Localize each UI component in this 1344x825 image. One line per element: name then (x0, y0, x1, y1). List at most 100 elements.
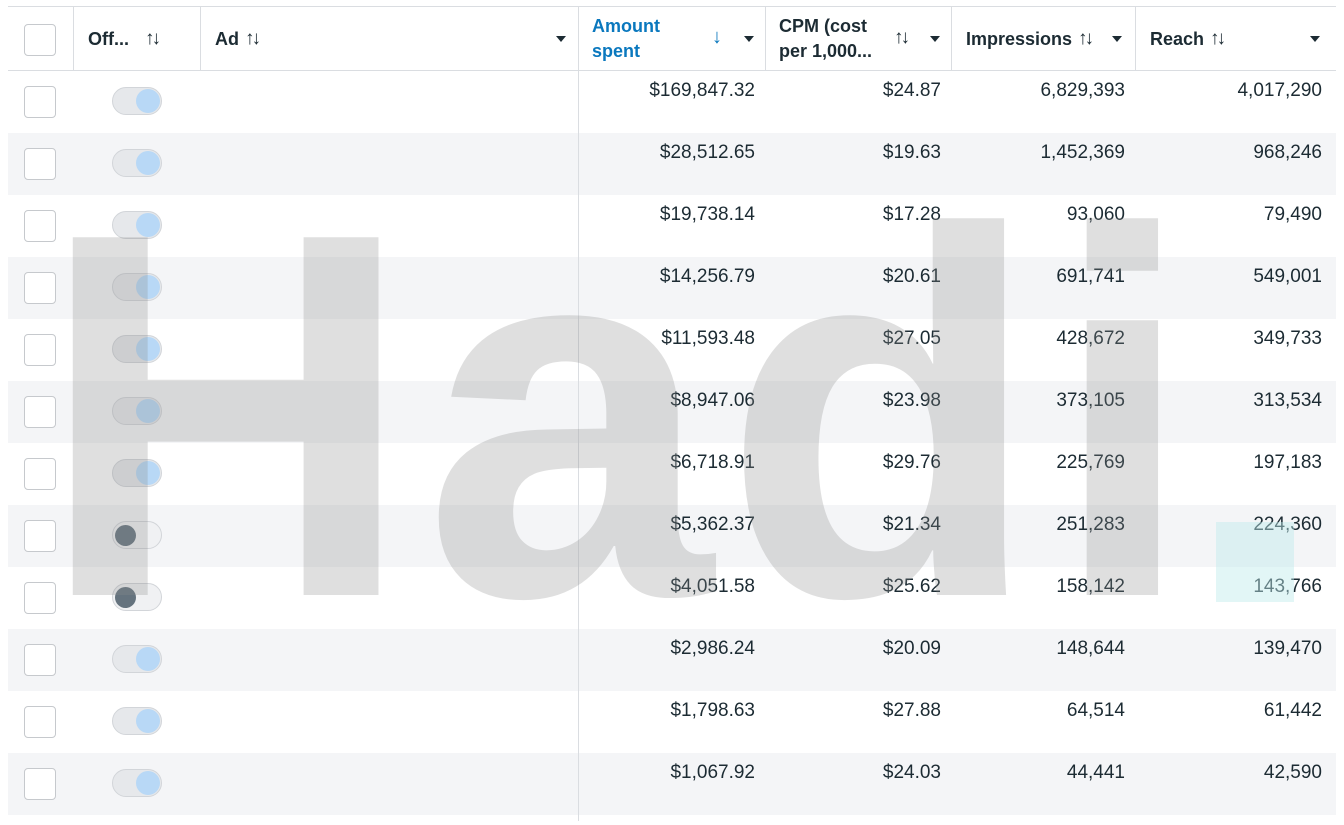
toggle-knob (136, 647, 160, 671)
amount-spent-cell: $169,847.32 (649, 80, 755, 101)
status-toggle[interactable] (112, 645, 162, 673)
sort-arrows-icon[interactable]: ↑↓ (245, 28, 261, 49)
cpm-cell: $29.76 (882, 452, 941, 473)
status-toggle[interactable] (112, 87, 162, 115)
reach-cell: 968,246 (1253, 142, 1322, 163)
row-checkbox[interactable] (24, 706, 56, 738)
cpm-cell: $27.05 (882, 328, 941, 349)
table-row[interactable]: $5,362.37 $21.34 251,283 224,360 (8, 505, 1336, 567)
sort-arrows-icon[interactable]: ↑↓ (1210, 28, 1226, 49)
highlight-patch (1216, 522, 1294, 602)
column-header-reach[interactable]: Reach ↑↓ (1136, 7, 1336, 71)
caret-down-icon[interactable] (1310, 36, 1320, 42)
amount-spent-cell: $4,051.58 (670, 576, 755, 597)
row-checkbox[interactable] (24, 272, 56, 304)
table-row[interactable]: $19,738.14 $17.28 93,060 79,490 (8, 195, 1336, 257)
row-checkbox[interactable] (24, 210, 56, 242)
table-row[interactable]: $2,986.24 $20.09 148,644 139,470 (8, 629, 1336, 691)
table-header: Off... ↑↓ Ad ↑↓ Amount spent ↓ CPM (cost… (8, 6, 1336, 71)
toggle-knob (136, 275, 160, 299)
status-toggle[interactable] (112, 273, 162, 301)
status-toggle[interactable] (112, 211, 162, 239)
cpm-cell: $24.03 (882, 762, 941, 783)
impressions-cell: 64,514 (1066, 700, 1125, 721)
row-checkbox[interactable] (24, 334, 56, 366)
row-checkbox[interactable] (24, 86, 56, 118)
reach-cell: 139,470 (1253, 638, 1322, 659)
column-cpm-label-line1: CPM (cost (779, 16, 868, 36)
toggle-knob (136, 213, 160, 237)
select-all-checkbox[interactable] (24, 24, 56, 56)
column-header-impressions[interactable]: Impressions ↑↓ (952, 7, 1136, 71)
column-cpm-label-line2: per 1,000... (779, 41, 873, 61)
sort-arrows-icon[interactable]: ↑↓ (894, 27, 910, 48)
column-divider (578, 71, 579, 821)
table-row[interactable]: $28,512.65 $19.63 1,452,369 968,246 (8, 133, 1336, 195)
caret-down-icon[interactable] (930, 36, 940, 42)
reach-cell: 549,001 (1253, 266, 1322, 287)
row-checkbox[interactable] (24, 396, 56, 428)
cpm-cell: $17.28 (882, 204, 941, 225)
row-checkbox[interactable] (24, 582, 56, 614)
amount-spent-cell: $11,593.48 (661, 328, 755, 349)
amount-spent-cell: $19,738.14 (659, 204, 755, 225)
table-row[interactable]: $14,256.79 $20.61 691,741 549,001 (8, 257, 1336, 319)
reach-cell: 197,183 (1253, 452, 1322, 473)
caret-down-icon[interactable] (556, 36, 566, 42)
column-reach-label: Reach (1150, 28, 1205, 49)
amount-spent-cell: $2,986.24 (670, 638, 755, 659)
table-row[interactable]: $8,947.06 $23.98 373,105 313,534 (8, 381, 1336, 443)
row-checkbox[interactable] (24, 148, 56, 180)
status-toggle[interactable] (112, 583, 162, 611)
column-off-label: Off... (88, 28, 129, 49)
cpm-cell: $27.88 (882, 700, 941, 721)
impressions-cell: 44,441 (1066, 762, 1125, 783)
toggle-knob (136, 89, 160, 113)
cpm-cell: $20.61 (882, 266, 941, 287)
column-header-off[interactable]: Off... ↑↓ (74, 7, 201, 71)
impressions-cell: 373,105 (1056, 390, 1125, 411)
impressions-cell: 1,452,369 (1040, 142, 1125, 163)
arrow-down-icon[interactable]: ↓ (712, 26, 722, 48)
sort-arrows-icon[interactable]: ↑↓ (1078, 28, 1094, 49)
column-header-cpm[interactable]: CPM (cost per 1,000... ↑↓ (766, 7, 952, 71)
column-header-ad[interactable]: Ad ↑↓ (201, 7, 579, 71)
row-checkbox[interactable] (24, 644, 56, 676)
reach-cell: 79,490 (1263, 204, 1322, 225)
table-row[interactable]: $4,051.58 $25.62 158,142 143,766 (8, 567, 1336, 629)
impressions-cell: 6,829,393 (1040, 80, 1125, 101)
reach-cell: 313,534 (1253, 390, 1322, 411)
status-toggle[interactable] (112, 769, 162, 797)
cpm-cell: $19.63 (882, 142, 941, 163)
caret-down-icon[interactable] (1112, 36, 1122, 42)
ads-table: Off... ↑↓ Ad ↑↓ Amount spent ↓ CPM (cost… (8, 6, 1336, 821)
status-toggle[interactable] (112, 707, 162, 735)
column-amount-label-line2: spent (592, 41, 641, 61)
status-toggle[interactable] (112, 459, 162, 487)
status-toggle[interactable] (112, 397, 162, 425)
amount-spent-cell: $14,256.79 (659, 266, 755, 287)
status-toggle[interactable] (112, 149, 162, 177)
toggle-knob (115, 525, 136, 546)
toggle-knob (136, 151, 160, 175)
table-row[interactable]: $11,593.48 $27.05 428,672 349,733 (8, 319, 1336, 381)
table-row[interactable]: $169,847.32 $24.87 6,829,393 4,017,290 (8, 71, 1336, 133)
column-header-amount-spent[interactable]: Amount spent ↓ (579, 7, 766, 71)
impressions-cell: 148,644 (1056, 638, 1125, 659)
impressions-cell: 428,672 (1056, 328, 1125, 349)
status-toggle[interactable] (112, 521, 162, 549)
table-row[interactable]: $1,067.92 $24.03 44,441 42,590 (8, 753, 1336, 815)
table-row[interactable]: $6,718.91 $29.76 225,769 197,183 (8, 443, 1336, 505)
sort-arrows-icon[interactable]: ↑↓ (145, 28, 161, 49)
toggle-knob (136, 461, 160, 485)
reach-cell: 42,590 (1263, 762, 1322, 783)
table-row[interactable]: $1,798.63 $27.88 64,514 61,442 (8, 691, 1336, 753)
amount-spent-cell: $8,947.06 (670, 390, 755, 411)
status-toggle[interactable] (112, 335, 162, 363)
row-checkbox[interactable] (24, 768, 56, 800)
caret-down-icon[interactable] (744, 36, 754, 42)
row-checkbox[interactable] (24, 520, 56, 552)
toggle-knob (136, 709, 160, 733)
row-checkbox[interactable] (24, 458, 56, 490)
cpm-cell: $23.98 (882, 390, 941, 411)
